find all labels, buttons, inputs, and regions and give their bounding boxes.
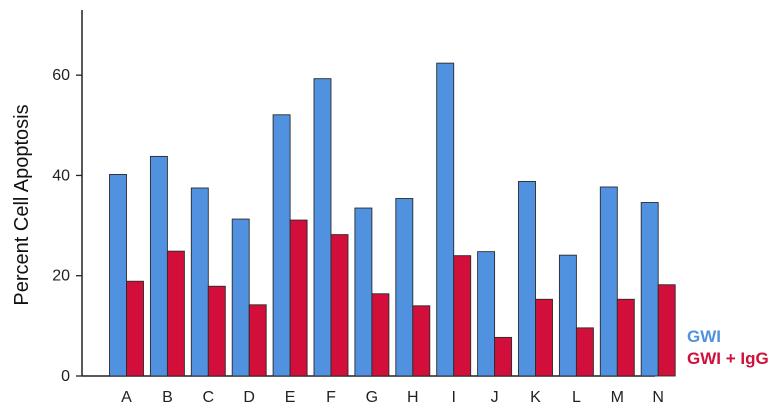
bar-gwi-k [518, 181, 536, 377]
bar-gwi-igg-i [453, 255, 472, 377]
bar-gwi-igg-g [371, 293, 390, 377]
bar-gwi-g [354, 207, 373, 377]
bar-gwi-igg-c [207, 285, 226, 377]
bar-gwi-igg-m [616, 298, 635, 377]
bar-gwi-igg-n [657, 284, 676, 377]
x-tick-label-d: D [243, 389, 255, 406]
legend-label-gwi-igg: GWI + IgG [687, 349, 769, 368]
bar-gwi-igg-f [330, 234, 349, 377]
x-tick-label-b: B [162, 389, 173, 406]
y-tick-label: 40 [52, 167, 70, 184]
bar-gwi-h [395, 198, 414, 377]
x-tick-label-c: C [203, 389, 215, 406]
legend-label-gwi: GWI [687, 327, 721, 346]
y-tick-label: 60 [52, 67, 70, 84]
bar-gwi-igg-j [494, 336, 513, 377]
bar-gwi-e [272, 114, 291, 377]
bar-gwi-i [436, 62, 455, 377]
x-tick-label-m: M [611, 389, 624, 406]
x-tick-label-i: I [451, 389, 455, 406]
bar-gwi-m [599, 186, 618, 377]
bar-gwi-f [313, 78, 332, 377]
y-tick-label: 20 [52, 268, 70, 285]
x-tick-label-l: L [572, 389, 581, 406]
legend: GWI GWI + IgG [687, 327, 769, 368]
bar-gwi-igg-k [535, 298, 553, 377]
x-tick-label-h: H [407, 389, 419, 406]
y-tick-label: 0 [61, 368, 70, 385]
bar-gwi-igg-a [126, 280, 144, 377]
x-tick-label-f: F [326, 389, 336, 406]
x-tick-label-k: K [530, 389, 541, 406]
bar-gwi-l [558, 254, 577, 377]
bar-gwi-a [109, 173, 127, 377]
bar-gwi-igg-b [166, 250, 185, 377]
x-tick-label-g: G [366, 389, 378, 406]
x-ticks: A B C D E F G H I J K L M N [121, 389, 664, 406]
bar-gwi-igg-l [575, 327, 594, 377]
bar-gwi-b [149, 155, 168, 377]
bar-gwi-igg-e [289, 219, 308, 377]
bar-gwi-igg-h [412, 305, 431, 377]
bar-gwi-j [477, 251, 496, 377]
bar-gwi-c [190, 187, 209, 377]
x-tick-label-n: N [652, 389, 664, 406]
x-tick-label-j: J [491, 389, 499, 406]
x-tick-label-e: E [285, 389, 296, 406]
y-axis-title: Percent Cell Apoptosis [11, 104, 33, 305]
bar-gwi-d [231, 218, 250, 377]
bar-gwi-igg-d [248, 304, 267, 377]
y-ticks: 0 20 40 60 [52, 67, 82, 385]
bars [109, 62, 676, 377]
bar-gwi-n [640, 202, 659, 377]
x-tick-label-a: A [121, 389, 132, 406]
